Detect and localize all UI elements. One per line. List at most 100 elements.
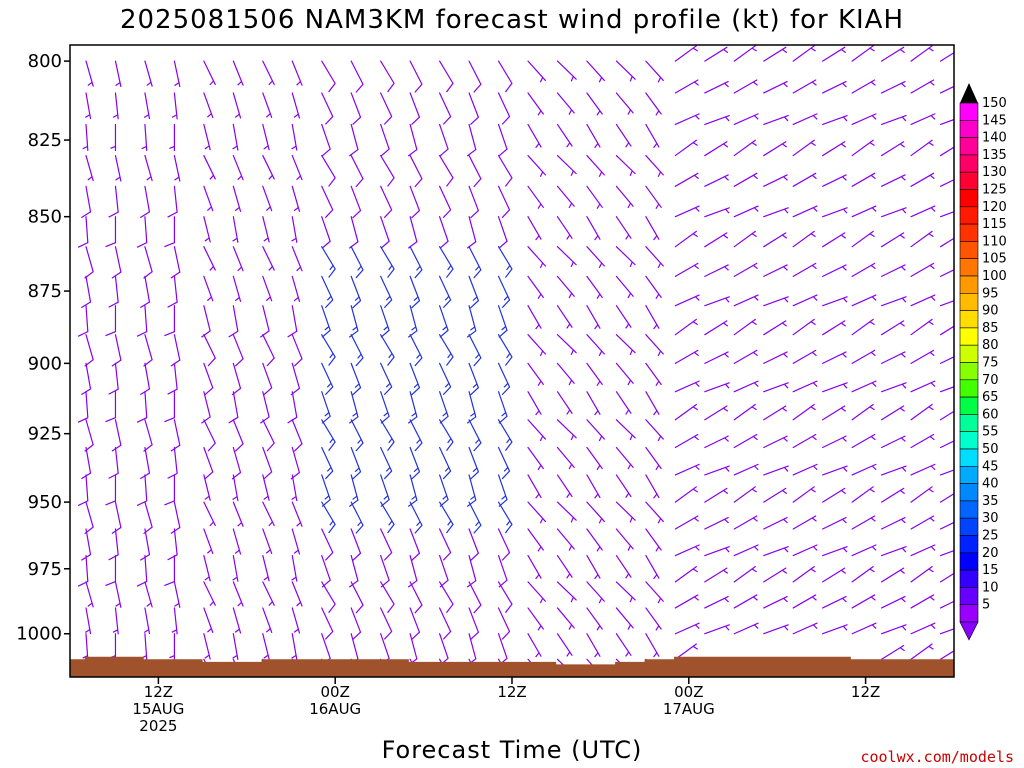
wind-barb bbox=[439, 305, 449, 338]
wind-barb bbox=[497, 554, 508, 588]
credit-link[interactable]: coolwx.com/models bbox=[860, 748, 1014, 766]
wind-barb bbox=[203, 362, 214, 396]
wind-barb bbox=[822, 405, 847, 421]
wind-barb bbox=[167, 362, 178, 395]
wind-barb bbox=[527, 419, 546, 442]
wind-barb bbox=[704, 595, 729, 609]
wind-barb bbox=[409, 501, 423, 534]
wind-barb bbox=[439, 501, 454, 534]
wind-barb bbox=[970, 80, 993, 93]
wind-barb bbox=[939, 356, 954, 364]
x-tick-label: 12Z bbox=[144, 683, 173, 701]
wind-barb bbox=[939, 521, 954, 530]
wind-barb bbox=[291, 501, 303, 527]
wind-barb bbox=[674, 566, 699, 583]
wind-barb bbox=[527, 92, 544, 116]
wind-barb bbox=[880, 644, 905, 660]
wind-barb bbox=[880, 567, 905, 583]
wind-barb bbox=[203, 185, 214, 212]
x-tick-label: 17AUG bbox=[663, 700, 715, 718]
wind-barb bbox=[763, 114, 789, 126]
wind-barb bbox=[674, 294, 700, 307]
wind-barb bbox=[880, 174, 906, 187]
wind-barb bbox=[203, 528, 214, 555]
wind-barb bbox=[143, 419, 153, 452]
wind-barb bbox=[939, 492, 954, 503]
wind-barb bbox=[851, 544, 877, 557]
y-axis: 800 825 850 875 900 925 950 975 1000 bbox=[16, 51, 70, 645]
wind-barb bbox=[763, 465, 789, 476]
wind-barb bbox=[556, 60, 577, 82]
wind-barb bbox=[262, 92, 273, 119]
wind-barb bbox=[645, 474, 660, 499]
wind-barb bbox=[228, 391, 239, 424]
wind-barb bbox=[232, 60, 244, 86]
wind-barb bbox=[439, 446, 452, 480]
wind-barb bbox=[173, 581, 181, 608]
colorbar-label: 95 bbox=[982, 286, 999, 301]
wind-barb bbox=[321, 185, 334, 219]
wind-barb bbox=[139, 446, 151, 480]
wind-barb bbox=[910, 318, 934, 336]
wind-barb bbox=[85, 581, 94, 608]
wind-barb bbox=[556, 92, 575, 115]
wind-barb bbox=[733, 566, 757, 583]
wind-barb bbox=[321, 362, 334, 396]
wind-barb bbox=[763, 174, 788, 187]
wind-barb bbox=[144, 154, 153, 182]
wind-barb bbox=[674, 318, 699, 336]
wind-barb bbox=[792, 463, 818, 476]
wind-barb bbox=[497, 154, 513, 187]
wind-barb bbox=[880, 296, 907, 307]
colorbar-swatch bbox=[959, 275, 979, 294]
wind-barb bbox=[645, 633, 660, 658]
wind-barb bbox=[910, 262, 935, 277]
wind-barbs bbox=[77, 45, 993, 677]
wind-barb bbox=[822, 207, 848, 218]
wind-barb bbox=[203, 581, 216, 607]
wind-barb bbox=[792, 403, 816, 421]
wind-barb bbox=[164, 391, 175, 423]
wind-barb bbox=[733, 318, 757, 336]
wind-barb bbox=[792, 594, 817, 609]
wind-barb bbox=[615, 246, 636, 268]
wind-barb bbox=[112, 92, 119, 120]
wind-barb bbox=[497, 501, 513, 534]
wind-barb bbox=[164, 216, 175, 248]
x-tick-label: 12Z bbox=[497, 683, 526, 701]
wind-barb bbox=[674, 349, 699, 364]
wind-barb bbox=[970, 644, 992, 659]
wind-barb bbox=[939, 650, 954, 660]
wind-barb bbox=[164, 474, 175, 506]
wind-barb bbox=[439, 362, 452, 396]
wind-barb bbox=[466, 391, 477, 424]
wind-barb bbox=[851, 594, 876, 609]
wind-barb bbox=[763, 207, 789, 218]
wind-barb bbox=[586, 501, 605, 524]
wind-barb bbox=[615, 501, 636, 523]
wind-barb bbox=[203, 334, 216, 367]
colorbar-swatch bbox=[959, 448, 979, 467]
wind-barb bbox=[348, 123, 359, 157]
colorbar-swatch bbox=[959, 327, 979, 346]
wind-barb bbox=[139, 275, 151, 309]
wind-barb bbox=[792, 113, 818, 126]
wind-barb bbox=[556, 185, 575, 209]
wind-barb bbox=[527, 581, 546, 604]
wind-barb bbox=[880, 114, 907, 126]
wind-barb bbox=[704, 114, 730, 126]
wind-barb bbox=[674, 544, 700, 557]
wind-barb bbox=[792, 566, 816, 583]
wind-barb bbox=[910, 45, 934, 62]
colorbar-swatch bbox=[959, 552, 979, 571]
wind-barb bbox=[763, 46, 788, 62]
y-tick-label: 975 bbox=[28, 559, 62, 580]
wind-barb bbox=[232, 528, 242, 555]
wind-barb bbox=[733, 380, 759, 393]
colorbar-swatch bbox=[959, 362, 979, 381]
wind-barb bbox=[468, 581, 482, 614]
colorbar-label: 145 bbox=[982, 113, 1007, 128]
wind-barb bbox=[380, 446, 393, 480]
wind-barb bbox=[468, 528, 479, 562]
wind-barb bbox=[615, 607, 634, 630]
